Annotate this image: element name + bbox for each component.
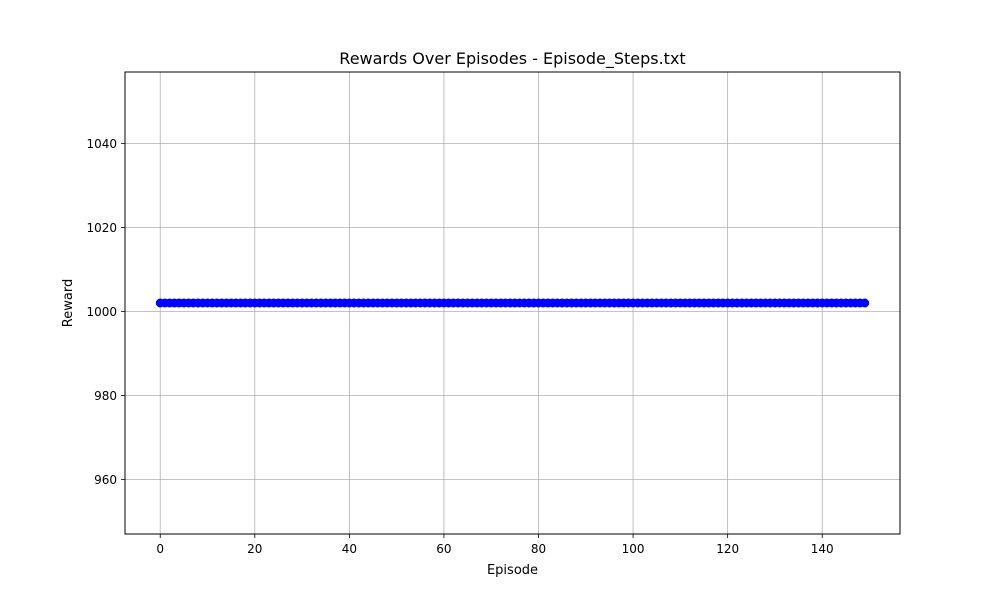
x-tick-label: 100 bbox=[622, 542, 645, 556]
x-tick-label: 60 bbox=[436, 542, 451, 556]
x-tick-label: 40 bbox=[342, 542, 357, 556]
y-tick-label: 1040 bbox=[86, 137, 117, 151]
chart-title: Rewards Over Episodes - Episode_Steps.tx… bbox=[339, 49, 685, 69]
y-tick-label: 980 bbox=[94, 389, 117, 403]
x-tick-label: 0 bbox=[156, 542, 164, 556]
x-axis-label: Episode bbox=[487, 563, 538, 578]
y-axis-label: Reward bbox=[61, 279, 76, 327]
data-point bbox=[860, 298, 870, 308]
y-tick-label: 1000 bbox=[86, 305, 117, 319]
data-series bbox=[155, 298, 870, 308]
x-tick-label: 20 bbox=[247, 542, 262, 556]
y-tick-label: 1020 bbox=[86, 221, 117, 235]
x-tick-label: 120 bbox=[716, 542, 739, 556]
y-tick-label: 960 bbox=[94, 473, 117, 487]
axis-ticks: 0 20 40 60 80 100 120 140 960 980 1000 1020 1040 bbox=[86, 137, 833, 556]
x-tick-label: 140 bbox=[811, 542, 834, 556]
plot-area-frame bbox=[124, 71, 901, 535]
x-tick-label: 80 bbox=[531, 542, 546, 556]
